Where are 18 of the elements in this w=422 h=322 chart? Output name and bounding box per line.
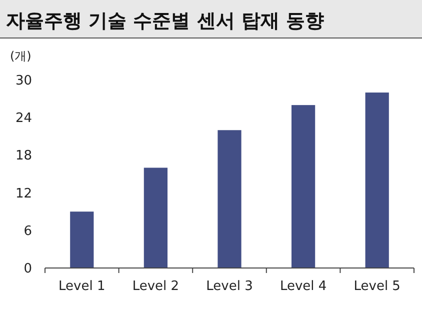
bar (144, 168, 168, 268)
x-tick-label: Level 4 (280, 279, 327, 294)
y-tick-label: 30 (15, 74, 32, 88)
bar (70, 212, 94, 268)
bar (291, 105, 316, 268)
y-tick-label: 12 (15, 186, 32, 202)
y-tick-label: 24 (15, 111, 32, 126)
bar (218, 130, 242, 268)
chart-title: 자율주행 기술 수준별 센서 탑재 동향 (6, 10, 324, 32)
y-axis-title: (개) (10, 49, 32, 63)
bar (365, 92, 389, 268)
x-tick-label: Level 5 (354, 279, 400, 294)
y-tick-label: 0 (24, 262, 32, 276)
x-tick-label: Level 3 (206, 279, 253, 294)
y-tick-label: 6 (24, 224, 32, 239)
y-tick-label: 18 (15, 148, 32, 164)
x-tick-label: Level 1 (58, 279, 106, 294)
x-tick-label: Level 2 (132, 279, 180, 294)
